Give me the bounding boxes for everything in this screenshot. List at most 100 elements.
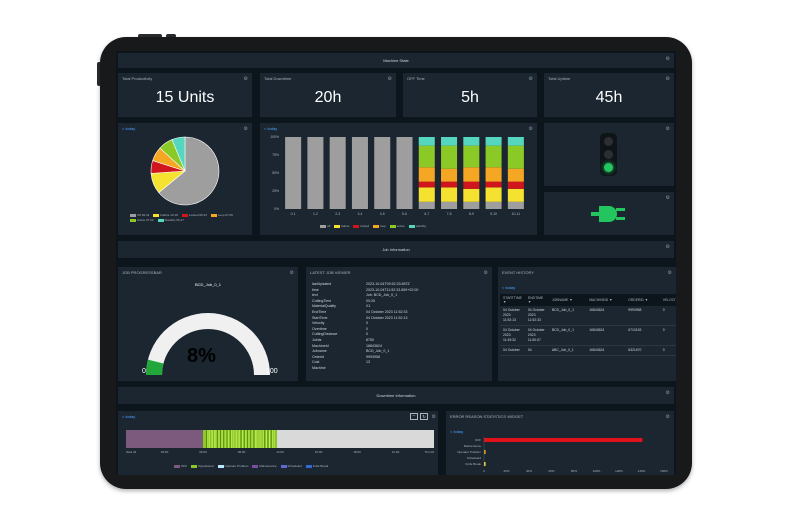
- bar-segment[interactable]: [485, 145, 502, 168]
- bar-segment[interactable]: [418, 137, 435, 146]
- legend-item[interactable]: Maintenance: [252, 464, 277, 468]
- bar-segment[interactable]: [351, 137, 368, 209]
- timeline-tick: [240, 430, 242, 448]
- bar-segment[interactable]: [307, 137, 324, 209]
- reason-bar[interactable]: [484, 462, 486, 466]
- timeline-segment[interactable]: [276, 430, 434, 448]
- bar-segment[interactable]: [418, 181, 435, 188]
- gear-icon[interactable]: ⚙: [243, 126, 248, 132]
- gear-icon[interactable]: ⚙: [665, 126, 670, 132]
- legend-item[interactable]: OFF: [174, 464, 187, 468]
- legend-item[interactable]: Locked 06.33: [181, 213, 207, 217]
- bar-segment[interactable]: [441, 168, 458, 182]
- legend-item[interactable]: Loop 07.09: [210, 213, 233, 217]
- bar-segment[interactable]: [485, 187, 502, 202]
- gear-icon[interactable]: ⚙: [665, 195, 670, 201]
- column-header[interactable]: VELOCITY: [659, 294, 676, 306]
- bar-segment[interactable]: [396, 137, 413, 209]
- legend-item[interactable]: Knife Break: [305, 464, 328, 468]
- legend-item[interactable]: Scheduled: [280, 464, 302, 468]
- pie-slice[interactable]: [158, 136, 220, 206]
- gear-icon[interactable]: ⚙: [667, 270, 672, 276]
- legend-item[interactable]: active: [389, 224, 405, 228]
- bar-segment[interactable]: [441, 181, 458, 188]
- gear-icon[interactable]: ⚙: [665, 56, 670, 62]
- legend-item[interactable]: failure: [334, 224, 349, 228]
- legend-swatch: [305, 464, 312, 468]
- bar-segment[interactable]: [418, 145, 435, 168]
- bar-segment[interactable]: [507, 168, 524, 182]
- legend-item[interactable]: loop: [373, 224, 386, 228]
- gear-icon[interactable]: ⚙: [483, 270, 488, 276]
- gear-icon[interactable]: ⚙: [387, 76, 392, 82]
- today-link[interactable]: < today: [450, 429, 464, 434]
- today-link[interactable]: < today: [502, 285, 516, 290]
- timeline-tick: [206, 430, 207, 448]
- bar-segment[interactable]: [441, 145, 458, 169]
- table-row[interactable]: 04 October 04 ABC_Job_0_1 16843624 6321670 0: [500, 345, 676, 356]
- bar-segment[interactable]: [329, 137, 346, 209]
- column-header[interactable]: JOBNAME ▼: [548, 294, 587, 306]
- bar-segment[interactable]: [507, 188, 524, 202]
- bar-segment[interactable]: [441, 137, 458, 146]
- column-header[interactable]: ENDTIME ▼: [524, 294, 549, 306]
- gear-icon[interactable]: ⚙: [243, 76, 248, 82]
- gear-icon[interactable]: ⚙: [665, 390, 670, 396]
- legend-item[interactable]: off: [320, 224, 330, 228]
- gear-icon[interactable]: ⚙: [431, 414, 436, 420]
- bar-segment[interactable]: [485, 137, 502, 146]
- today-link[interactable]: < today: [122, 414, 136, 419]
- bar-segment[interactable]: [485, 181, 502, 188]
- legend-item[interactable]: Off 66.41: [130, 213, 149, 217]
- bar-segment[interactable]: [441, 201, 458, 209]
- legend-item[interactable]: Failure 10.18: [153, 213, 178, 217]
- reason-bar[interactable]: [484, 450, 486, 454]
- bar-segment[interactable]: [285, 137, 302, 209]
- table-row[interactable]: 04 October 2023 11:52:13 04 October 2023 …: [500, 306, 676, 326]
- bar-segment[interactable]: [485, 167, 502, 182]
- gear-icon[interactable]: ⚙: [289, 270, 294, 276]
- bar-segment[interactable]: [507, 137, 524, 146]
- bar-segment[interactable]: [507, 201, 524, 209]
- gear-icon[interactable]: ⚙: [665, 244, 670, 250]
- bar-segment[interactable]: [507, 145, 524, 169]
- today-link[interactable]: < today: [122, 126, 136, 131]
- gear-icon[interactable]: ⚙: [528, 76, 533, 82]
- column-header[interactable]: ORDERID ▼: [625, 294, 660, 306]
- panel-title: ERROR REASON STATISTICS WIDGET: [450, 414, 524, 419]
- reset-zoom-button[interactable]: ↻: [420, 413, 428, 420]
- bar-segment[interactable]: [463, 181, 480, 189]
- bar-segment[interactable]: [418, 187, 435, 202]
- reason-bar[interactable]: [484, 438, 643, 442]
- legend-item[interactable]: Active 07.22: [130, 218, 154, 222]
- gear-icon[interactable]: ⚙: [665, 414, 670, 420]
- detail-value: 8750: [366, 337, 374, 342]
- today-link[interactable]: < today: [264, 126, 278, 131]
- legend-item[interactable]: locked: [353, 224, 369, 228]
- bar-segment[interactable]: [463, 167, 480, 182]
- legend-item[interactable]: Operational: [191, 464, 214, 468]
- bar-segment[interactable]: [463, 201, 480, 209]
- gear-icon[interactable]: ⚙: [528, 126, 533, 132]
- pie-slice[interactable]: [171, 136, 186, 172]
- bar-segment[interactable]: [418, 167, 435, 182]
- bar-segment[interactable]: [463, 188, 480, 202]
- legend-item[interactable]: standby: [408, 224, 426, 228]
- timeline-tick: [247, 430, 248, 448]
- bar-segment[interactable]: [463, 145, 480, 168]
- table-row[interactable]: 04 October 2023 11:49:32 04 October 2023 …: [500, 325, 676, 346]
- legend-item[interactable]: Operator Problem: [217, 464, 248, 468]
- bar-segment[interactable]: [485, 201, 502, 209]
- bar-segment[interactable]: [441, 187, 458, 202]
- zoom-out-button[interactable]: −: [410, 413, 418, 420]
- bar-segment[interactable]: [374, 137, 391, 209]
- timeline-segment[interactable]: [126, 430, 203, 448]
- column-header[interactable]: STARTTIME ▼: [500, 294, 525, 306]
- gauge-fill: [146, 359, 164, 375]
- bar-segment[interactable]: [418, 201, 435, 209]
- bar-segment[interactable]: [507, 181, 524, 189]
- gear-icon[interactable]: ⚙: [665, 76, 670, 82]
- bar-segment[interactable]: [463, 137, 480, 146]
- legend-item[interactable]: Standby 06.47: [157, 218, 184, 222]
- column-header[interactable]: MACHINEID ▼: [586, 294, 626, 306]
